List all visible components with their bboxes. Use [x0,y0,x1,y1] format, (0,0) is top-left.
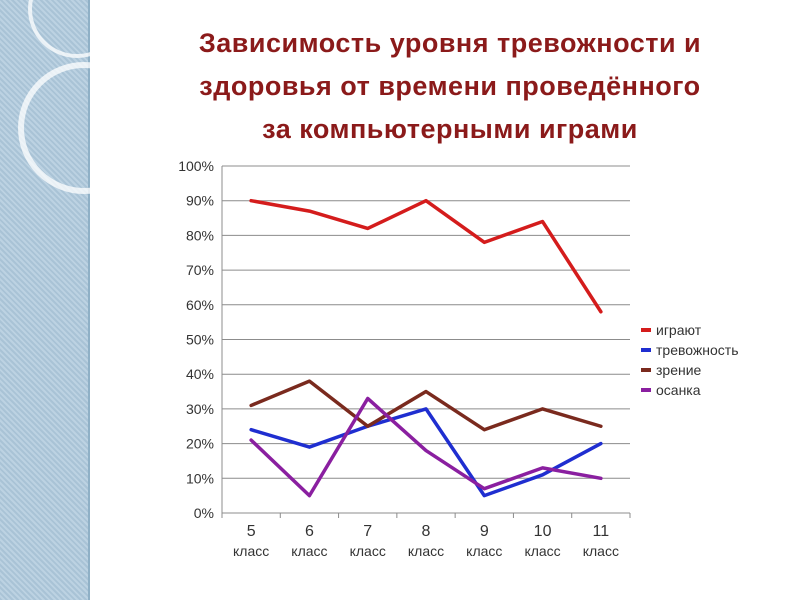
legend-label: тревожность [656,342,738,358]
x-tick-label: класс [408,543,444,559]
series-line [249,407,603,498]
y-tick-label: 40% [186,366,214,382]
x-tick-label: класс [233,543,269,559]
y-tick-label: 0% [194,505,214,521]
legend-label: играют [656,322,702,338]
legend-label: осанка [656,382,701,398]
x-tick-label: 8 [422,523,431,540]
y-tick-label: 70% [186,262,214,278]
x-tick-label: класс [291,543,327,559]
x-tick-label: 5 [247,523,256,540]
x-tick-label: 11 [593,523,610,540]
y-tick-label: 100% [178,158,214,174]
x-tick-label: 9 [480,523,489,540]
y-tick-label: 90% [186,193,214,209]
slide-title: Зависимость уровня тревожности и здоровь… [110,22,790,151]
x-tick-label: 7 [363,523,372,540]
y-tick-label: 20% [186,436,214,452]
x-tick-label: класс [466,543,502,559]
y-tick-label: 80% [186,227,214,243]
series-line [249,198,603,314]
y-tick-label: 10% [186,470,214,486]
slide-title-line: здоровья от времени проведённого [199,71,701,101]
x-tick-label: класс [524,543,560,559]
slide-title-line: за компьютерными играми [262,114,638,144]
decorative-ring [18,62,150,194]
y-tick-label: 60% [186,297,214,313]
x-tick-label: 10 [534,523,552,540]
slide-title-line: Зависимость уровня тревожности и [198,28,702,58]
series-line [249,396,603,498]
series-line [249,379,603,432]
y-tick-label: 30% [186,401,214,417]
legend-label: зрение [656,362,702,378]
y-tick-label: 50% [186,332,214,348]
x-tick-label: класс [350,543,386,559]
side-panel-border [88,0,90,600]
x-tick-label: 6 [305,523,314,540]
x-tick-label: класс [583,543,619,559]
